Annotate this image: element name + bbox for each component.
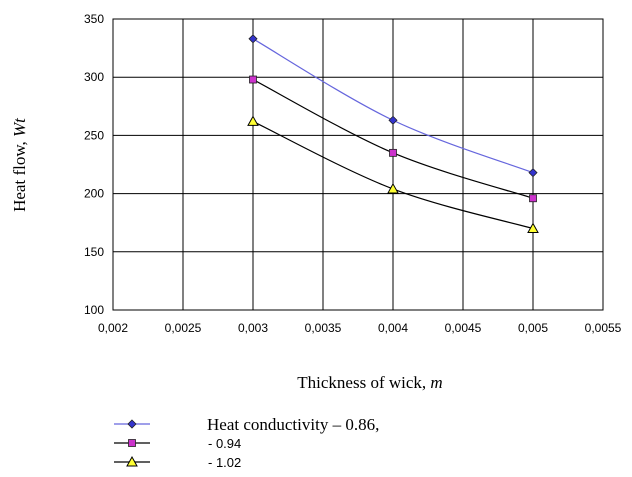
- x-tick-label: 0,0035: [305, 321, 342, 335]
- x-tick-label: 0,004: [378, 321, 408, 335]
- x-tick-label: 0,003: [238, 321, 268, 335]
- x-tick-label: 0,0025: [165, 321, 202, 335]
- x-tick-labels: 0,002 0,0025 0,003 0,0035 0,004 0,0045 0,005 0,…: [98, 321, 622, 335]
- data-point-series-2: [529, 194, 537, 203]
- data-point-series-1: [528, 168, 538, 178]
- legend: Heat conductivity – 0.86, - 0.94 - 1.02: [114, 415, 379, 470]
- legend-swatch-marker: [127, 419, 137, 429]
- data-point-series-2: [389, 148, 397, 157]
- data-point-series-3: [387, 182, 399, 194]
- data-point-series-3: [247, 115, 259, 126]
- data-point-series-1: [248, 34, 258, 44]
- x-axis-label: Thickness of wick, m: [297, 373, 442, 392]
- y-tick-label: 100: [84, 303, 104, 317]
- legend-label: - 0.94: [208, 436, 241, 451]
- y-axis-label: Heat flow, Wt: [10, 117, 29, 212]
- data-point-series-3: [527, 222, 539, 234]
- y-tick-label: 300: [84, 70, 104, 84]
- y-tick-label: 200: [84, 187, 104, 201]
- x-tick-label: 0,0055: [585, 321, 622, 335]
- series-markers: [247, 34, 539, 234]
- legend-swatch-marker: [126, 455, 138, 467]
- grid-lines: [112, 18, 604, 311]
- x-tick-label: 0,005: [518, 321, 548, 335]
- y-tick-labels: 100 150 200 250 300 350: [84, 12, 104, 317]
- legend-label: - 1.02: [208, 455, 241, 470]
- legend-swatch-marker: [128, 439, 136, 447]
- y-tick-label: 150: [84, 245, 104, 259]
- data-point-series-1: [388, 115, 398, 125]
- data-point-series-2: [249, 75, 257, 84]
- x-tick-label: 0,0045: [445, 321, 482, 335]
- x-tick-label: 0,002: [98, 321, 128, 335]
- plot-frame: [112, 18, 604, 311]
- legend-label: Heat conductivity – 0.86,: [207, 415, 379, 434]
- y-tick-label: 350: [84, 12, 104, 26]
- y-tick-label: 250: [84, 128, 104, 142]
